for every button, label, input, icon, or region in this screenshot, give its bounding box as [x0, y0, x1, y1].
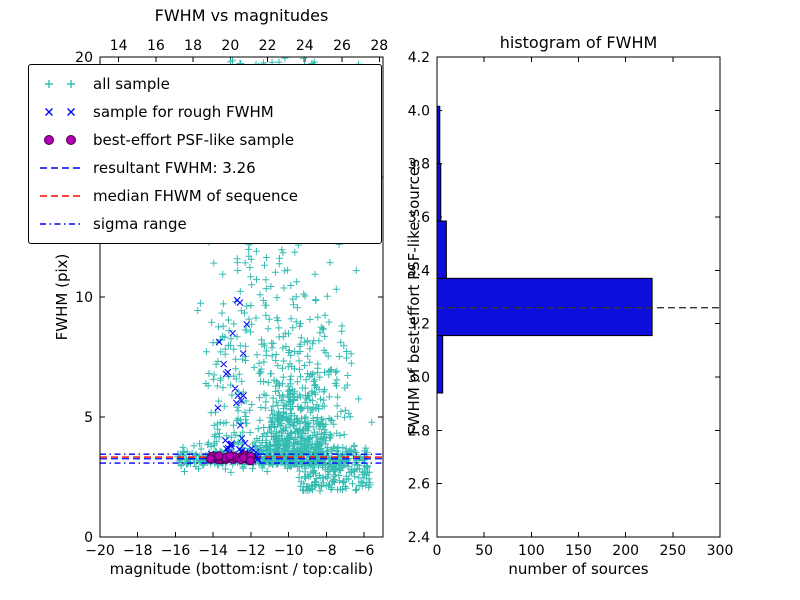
svg-text:4.2: 4.2	[408, 50, 430, 66]
left-plot-title: FWHM vs magnitudes	[154, 6, 329, 25]
left-plot-data	[100, 57, 383, 495]
svg-text:2.4: 2.4	[408, 530, 430, 546]
svg-text:3.8: 3.8	[408, 157, 430, 173]
legend-item-0: all sample	[37, 70, 373, 98]
svg-text:3.6: 3.6	[408, 210, 430, 226]
svg-text:18: 18	[184, 38, 202, 54]
legend-label: all sample	[93, 75, 170, 93]
svg-text:20: 20	[75, 50, 93, 66]
right-plot-xlabel: number of sources	[508, 560, 649, 578]
svg-text:0: 0	[433, 543, 442, 559]
svg-text:5: 5	[84, 410, 93, 426]
svg-text:22: 22	[259, 38, 277, 54]
legend-item-4: median FHWM of sequence	[37, 182, 373, 210]
svg-text:−8: −8	[316, 543, 337, 559]
svg-text:2.6: 2.6	[408, 477, 430, 493]
svg-text:−18: −18	[123, 543, 153, 559]
series-all-sample	[174, 57, 376, 495]
right-plot-ticks: 0 50 100 150 200 250 300 2.4 2.6 2.8 3.0 3.2 3.4 3.6 3…	[408, 50, 734, 559]
svg-text:−16: −16	[161, 543, 191, 559]
svg-text:3.4: 3.4	[408, 263, 430, 279]
legend-dashed-icon	[40, 195, 80, 197]
legend-label: sigma range	[93, 215, 187, 233]
svg-text:26: 26	[333, 38, 351, 54]
svg-text:24: 24	[296, 38, 314, 54]
legend-circle-icon	[44, 135, 76, 145]
svg-text:−14: −14	[198, 543, 228, 559]
legend-item-1: sample for rough FWHM	[37, 98, 373, 126]
right-plot-frame	[436, 56, 721, 538]
legend-label: resultant FWHM: 3.26	[93, 159, 256, 177]
legend-label: median FHWM of sequence	[93, 187, 298, 205]
svg-text:300: 300	[707, 543, 734, 559]
svg-text:16: 16	[147, 38, 165, 54]
legend-dashdot-icon	[40, 223, 80, 225]
svg-text:4.0: 4.0	[408, 103, 430, 119]
legend-item-5: sigma range	[37, 210, 373, 238]
series-best-effort-psf	[205, 450, 256, 466]
legend: all sample sample for rough FWHM best-effo…	[28, 64, 382, 244]
right-plot-ylabel: FWHM of best-effort PSF-like sources	[405, 159, 423, 435]
svg-text:20: 20	[221, 38, 239, 54]
svg-text:200: 200	[612, 543, 639, 559]
legend-item-2: best-effort PSF-like sample	[37, 126, 373, 154]
svg-text:10: 10	[75, 290, 93, 306]
svg-text:50: 50	[475, 543, 493, 559]
svg-text:−12: −12	[236, 543, 266, 559]
legend-x-icon	[45, 108, 75, 116]
svg-text:250: 250	[659, 543, 686, 559]
legend-item-3: resultant FWHM: 3.26	[37, 154, 373, 182]
svg-text:3.0: 3.0	[408, 370, 430, 386]
legend-label: best-effort PSF-like sample	[93, 131, 295, 149]
svg-text:−20: −20	[85, 543, 115, 559]
left-plot-xlabel: magnitude (bottom:isnt / top:calib)	[109, 560, 374, 578]
legend-label: sample for rough FWHM	[93, 103, 274, 121]
svg-text:0: 0	[84, 530, 93, 546]
right-plot-title: histogram of FWHM	[499, 33, 658, 52]
left-plot-frame	[99, 56, 384, 538]
svg-text:2.8: 2.8	[408, 423, 430, 439]
svg-text:3.2: 3.2	[408, 317, 430, 333]
legend-dashed-icon	[40, 167, 80, 169]
svg-text:−10: −10	[274, 543, 304, 559]
left-plot-ylabel: FWHM (pix)	[53, 253, 71, 341]
svg-text:150: 150	[565, 543, 592, 559]
svg-text:14: 14	[110, 38, 128, 54]
svg-text:28: 28	[370, 38, 388, 54]
left-plot-ticks: −20 −18 −16 −14 −12 −10 −8 −6 14 16 18 20 22 24 26 28 0 5…	[75, 38, 388, 559]
legend-plus-icon	[45, 80, 75, 88]
fwhm-histogram-bars	[436, 105, 653, 394]
svg-text:100: 100	[518, 543, 545, 559]
svg-text:−6: −6	[354, 543, 375, 559]
